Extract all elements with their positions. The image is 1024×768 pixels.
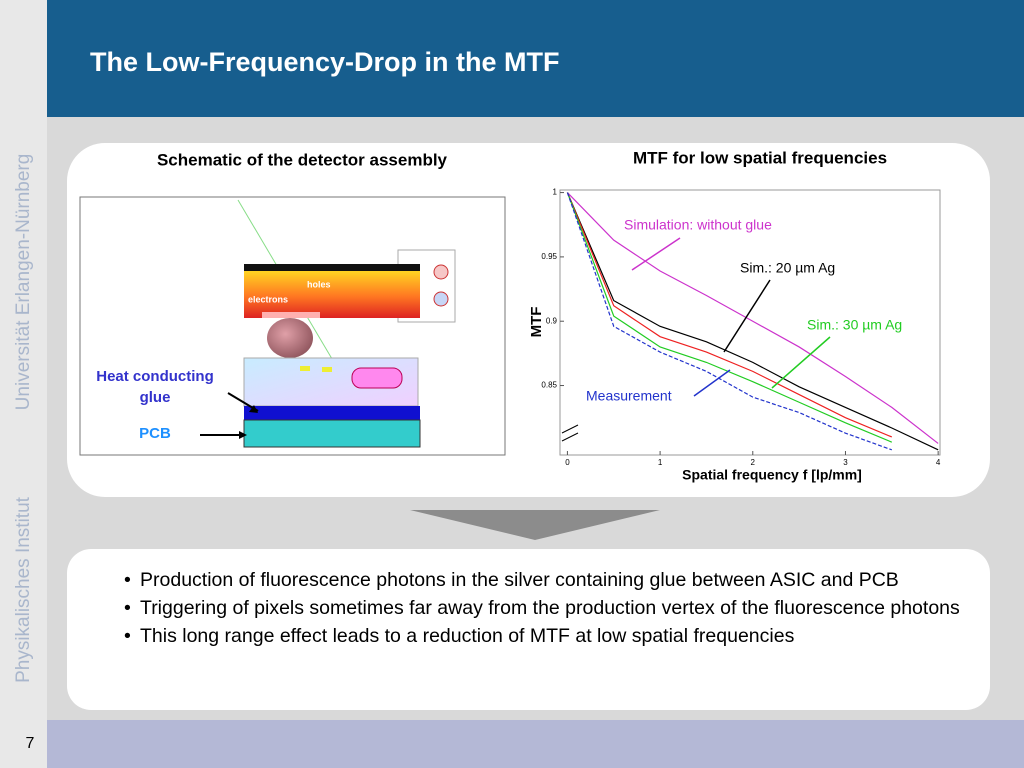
axis-break xyxy=(561,432,579,442)
series-line xyxy=(566,192,939,451)
y-axis-label: MTF xyxy=(528,307,545,338)
asic-element xyxy=(351,367,403,389)
y-tick-label: 0.85 xyxy=(541,381,557,390)
glue-layer xyxy=(244,406,420,420)
annotation-arrow xyxy=(693,369,731,397)
sidebar-text: Physikalisches Institut xyxy=(13,496,34,683)
asic-pad xyxy=(322,367,332,372)
annotation: Sim.: 30 µm Ag xyxy=(807,317,902,333)
bullet: This long range effect leads to a reduct… xyxy=(122,622,962,650)
series-line xyxy=(566,192,893,443)
series-line xyxy=(566,192,939,444)
sidebar-text: Universität Erlangen-Nürnberg xyxy=(13,154,34,411)
series-line xyxy=(566,192,893,451)
footer-bar xyxy=(47,720,1024,768)
y-tick-label: 0.95 xyxy=(541,252,557,261)
bullet-list: Production of fluorescence photons in th… xyxy=(122,566,962,650)
schematic-label: PCB xyxy=(139,425,171,442)
x-tick-label: 0 xyxy=(565,458,570,467)
chart-title: MTF for low spatial frequencies xyxy=(633,148,887,167)
pcb-layer xyxy=(243,419,421,448)
bump-bond xyxy=(267,318,313,358)
annotation: Simulation: without glue xyxy=(624,217,772,233)
y-tick-label: 0.9 xyxy=(546,316,558,325)
schematic-title: Schematic of the detector assembly xyxy=(157,150,448,169)
minus-electrode xyxy=(433,291,449,307)
x-tick-label: 4 xyxy=(936,458,941,467)
slide-title: The Low-Frequency-Drop in the MTF xyxy=(90,47,559,77)
arrow-head xyxy=(249,405,258,413)
page-box xyxy=(0,720,47,768)
arrow-head xyxy=(239,431,247,439)
y-tick-label: 1 xyxy=(553,188,558,197)
annotation-arrow xyxy=(723,279,771,353)
page-number: 7 xyxy=(26,735,35,752)
electrode xyxy=(244,264,420,271)
bullet: Triggering of pixels sometimes far away … xyxy=(122,594,962,622)
annotation-arrow xyxy=(771,336,831,389)
header-bar xyxy=(47,0,1024,117)
chart: MTF for low spatial frequencies Spatial f… xyxy=(528,148,941,482)
annotation: Measurement xyxy=(586,388,672,404)
sensor xyxy=(244,264,420,318)
x-tick-label: 2 xyxy=(751,458,756,467)
asic-pad xyxy=(300,366,310,371)
down-arrow xyxy=(410,510,660,540)
bump-pad xyxy=(262,312,320,318)
sidebar xyxy=(0,0,47,720)
x-tick-label: 3 xyxy=(843,458,848,467)
schematic-label: Heat conducting glue xyxy=(96,368,214,406)
x-axis-label: Spatial frequency f [lp/mm] xyxy=(682,467,862,483)
schematic-label: electrons xyxy=(248,294,288,304)
plus-electrode xyxy=(433,264,449,280)
schematic-label: holes xyxy=(307,279,331,289)
bullet: Production of fluorescence photons in th… xyxy=(122,566,962,594)
annotation-arrow xyxy=(631,237,681,271)
x-tick-label: 1 xyxy=(658,458,663,467)
annotation: Sim.: 20 µm Ag xyxy=(740,260,835,276)
series-line xyxy=(566,192,893,438)
axis-break xyxy=(561,424,579,434)
